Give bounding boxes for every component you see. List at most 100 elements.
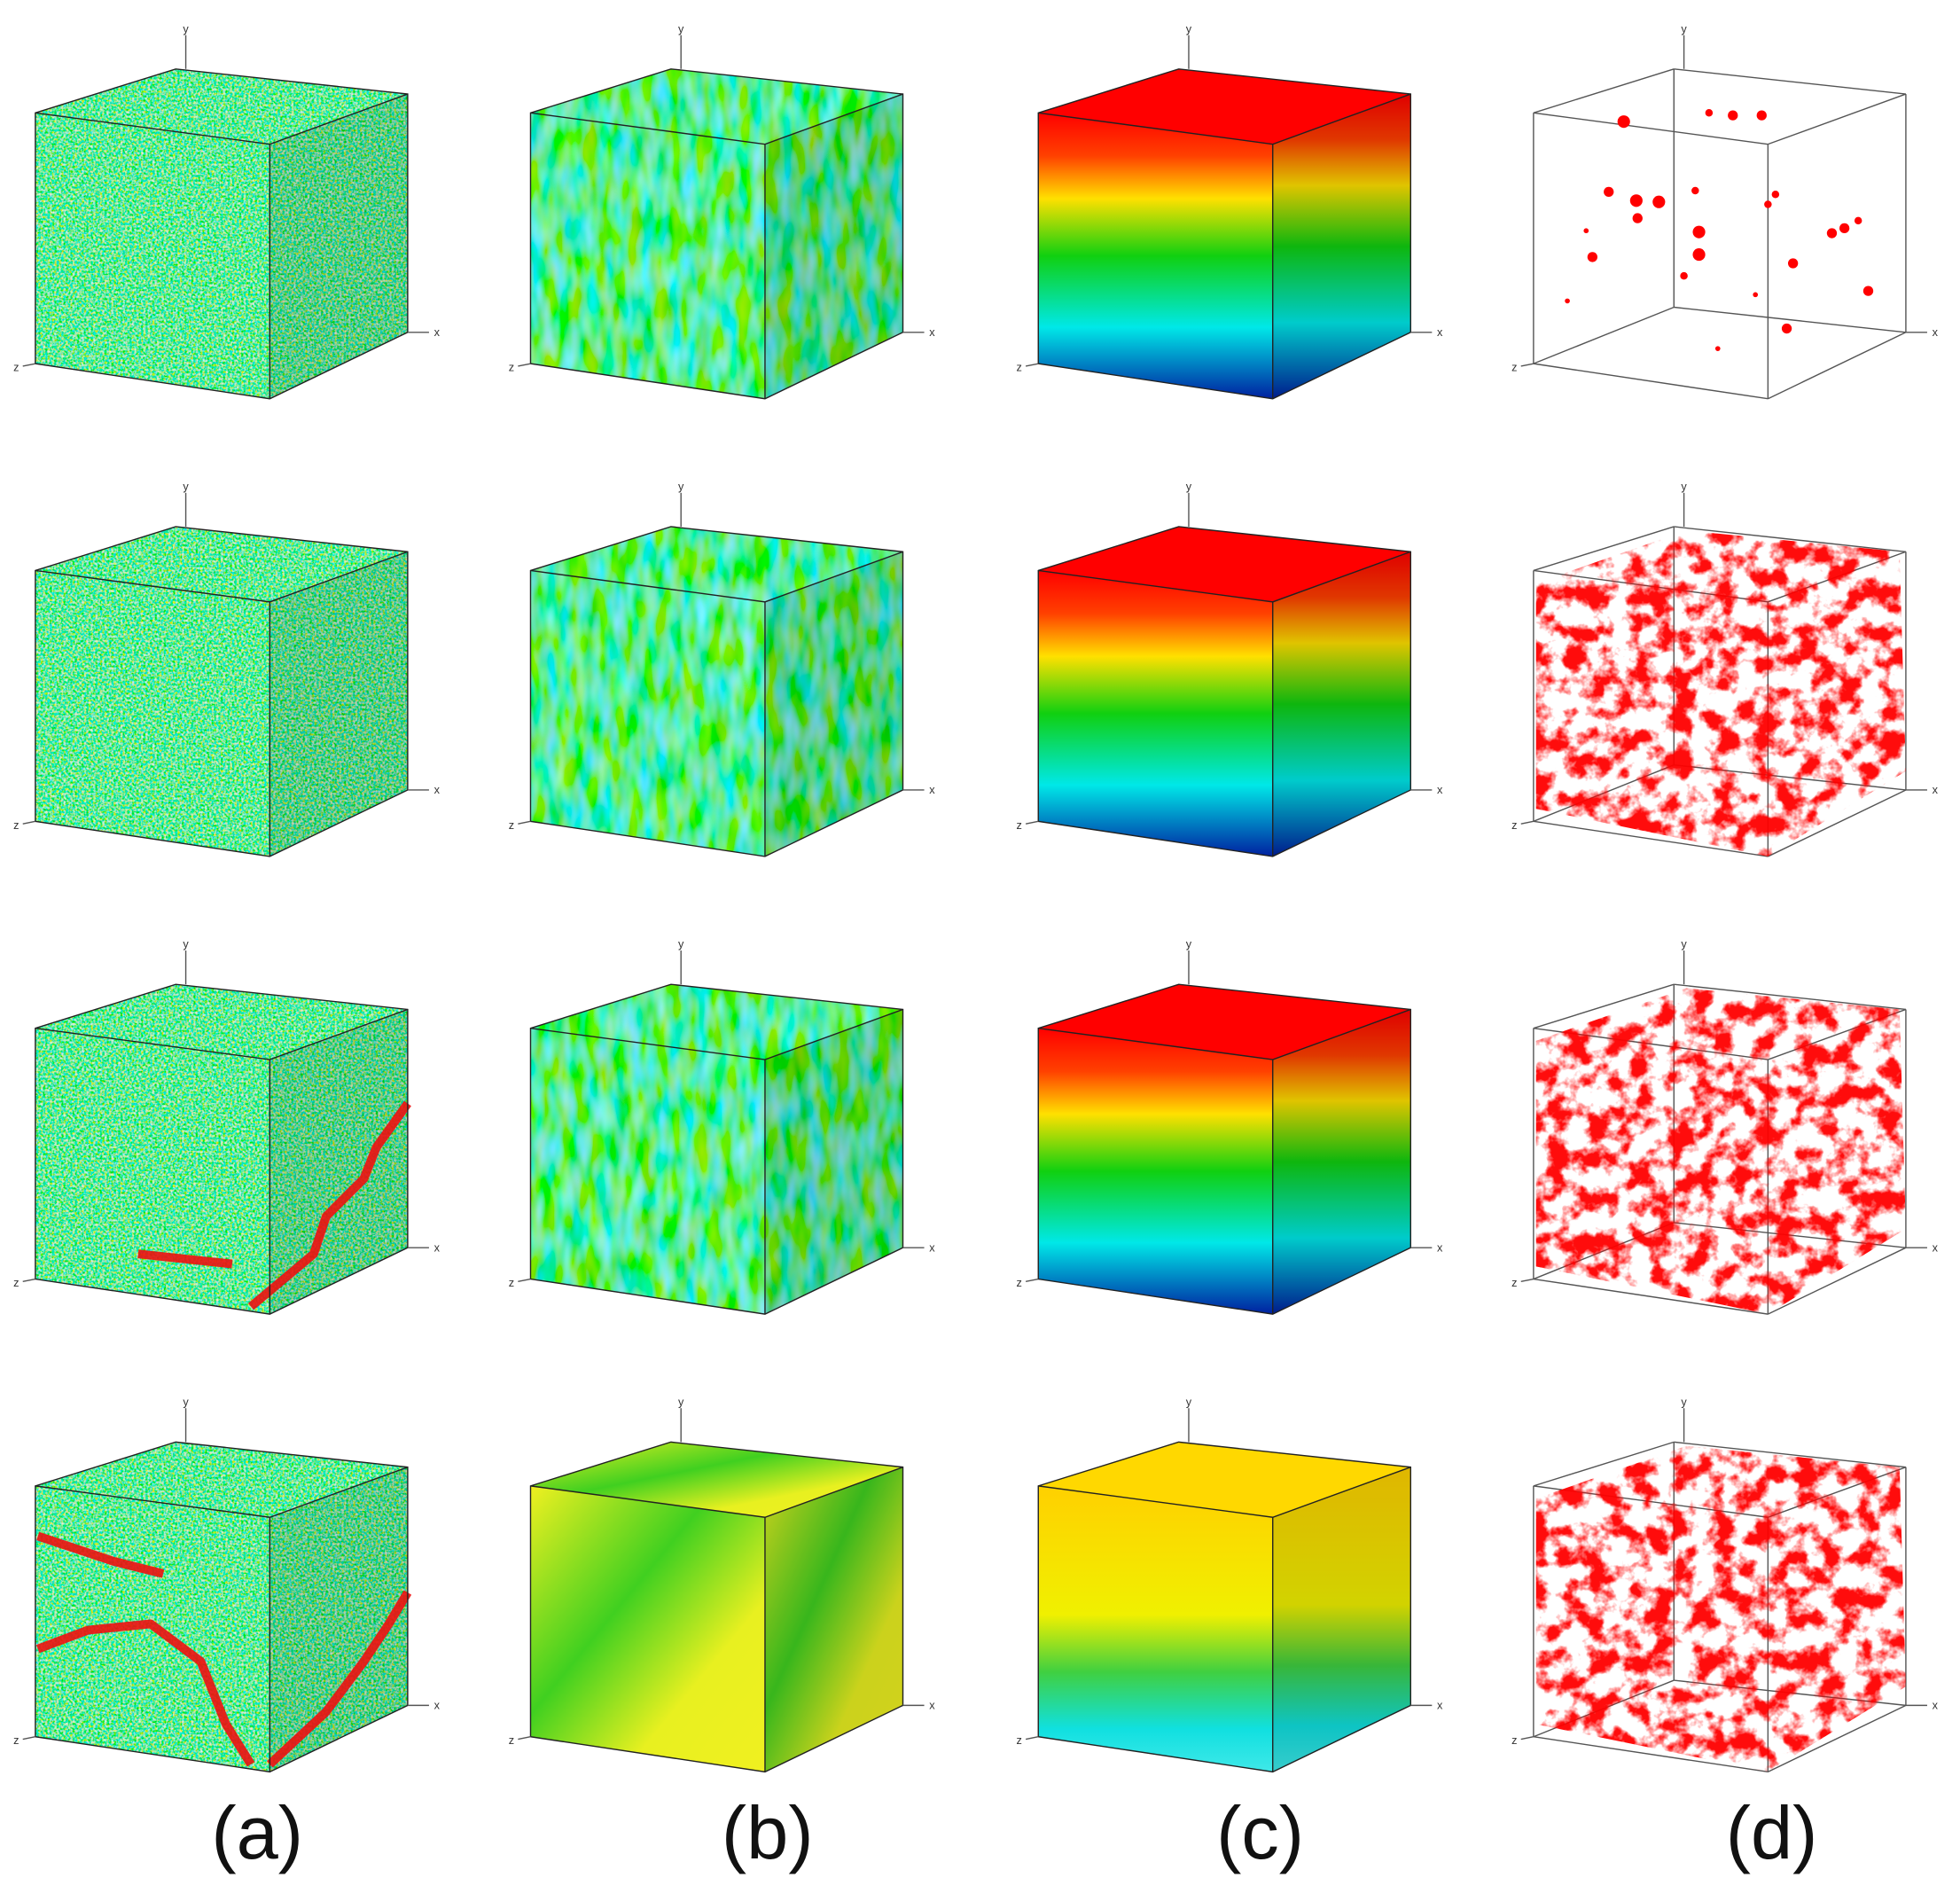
axis-line: [22, 820, 36, 825]
particle: [1764, 200, 1772, 208]
panel-label: (b): [722, 1790, 814, 1874]
particle: [1728, 110, 1738, 121]
top-face: [530, 68, 903, 145]
cube-edge: [1533, 363, 1769, 400]
particle: [1705, 109, 1714, 117]
cube-edge: [1533, 526, 1675, 572]
front-face: [530, 113, 765, 399]
cube: y x z: [13, 1395, 441, 1773]
front-face: [1038, 1028, 1273, 1315]
axis-line: [1520, 1278, 1534, 1283]
shade: [269, 1009, 408, 1315]
cube-edge: [1533, 983, 1675, 1029]
axis-label: y: [1681, 937, 1687, 950]
particle: [1587, 252, 1598, 262]
shade: [764, 552, 903, 857]
shade: [764, 94, 903, 399]
shade: [269, 94, 408, 399]
front-face: [1038, 113, 1273, 399]
front-face: [35, 113, 270, 399]
axis-label: x: [1437, 783, 1443, 796]
cube: y x z: [13, 480, 441, 857]
axis-label: z: [1511, 818, 1517, 832]
cube: y x z: [1511, 22, 1939, 400]
axis-line: [518, 1736, 531, 1741]
right-face: [764, 1009, 903, 1315]
axis-label: y: [1186, 22, 1192, 35]
axis-label: x: [1437, 325, 1443, 339]
cube: y x z: [1017, 1395, 1443, 1773]
cube-edge: [1674, 306, 1906, 333]
cube-edge: [1768, 1247, 1907, 1315]
cube: y x z: [1017, 22, 1443, 400]
particle: [1565, 298, 1570, 304]
cube-edge: [1674, 983, 1906, 1011]
axis-line: [1025, 363, 1039, 367]
crack: [137, 1249, 233, 1269]
axis-label: z: [1511, 1276, 1517, 1289]
axis-label: z: [509, 1733, 514, 1747]
axis-label: z: [13, 1276, 19, 1289]
top-face: [1038, 1442, 1411, 1518]
axis-label: y: [1186, 937, 1192, 950]
axis-label: x: [434, 325, 441, 339]
axis-line: [1520, 363, 1534, 367]
cube-edge: [1674, 526, 1906, 552]
axis-label: x: [434, 1699, 441, 1712]
particle: [1756, 110, 1767, 121]
axis-line: [1520, 1736, 1534, 1741]
cube-edge: [1674, 1441, 1906, 1468]
right-face: [1272, 1009, 1411, 1315]
axis-label: x: [929, 783, 935, 796]
particle: [1691, 186, 1699, 195]
front-face: [530, 1485, 765, 1772]
cube: y x z: [13, 22, 441, 400]
front-face: [1038, 570, 1273, 857]
shade: [1272, 1009, 1411, 1315]
top-face: [35, 526, 408, 602]
axis-label: z: [1511, 361, 1517, 374]
particle: [1826, 228, 1838, 239]
right-face: [269, 552, 408, 857]
axis-label: y: [183, 22, 189, 35]
axis-label: z: [1017, 818, 1022, 832]
damage-cloud: [1535, 988, 1906, 1315]
cube: y x z: [509, 22, 935, 400]
axis-label: x: [1933, 1699, 1939, 1712]
axis-line: [1025, 1278, 1039, 1283]
particle: [1629, 194, 1643, 207]
axis-label: z: [13, 818, 19, 832]
cube-edge: [1768, 789, 1907, 857]
axis-label: y: [1681, 1395, 1687, 1408]
front-face: [530, 1028, 765, 1315]
damage-cloud: [1535, 1445, 1906, 1772]
particle: [1632, 213, 1643, 223]
crack: [247, 1100, 411, 1310]
cube-edge: [1533, 306, 1675, 364]
panel-label: (d): [1726, 1790, 1818, 1874]
front-face: [530, 570, 765, 857]
axis-label: y: [1681, 22, 1687, 35]
axis-label: y: [678, 22, 684, 35]
axis-label: y: [1186, 480, 1192, 493]
front-face: [1038, 1485, 1273, 1772]
axis-label: z: [13, 361, 19, 374]
crack: [35, 1619, 255, 1767]
shade: [1272, 552, 1411, 857]
axis-label: z: [509, 818, 514, 832]
shade: [1272, 94, 1411, 399]
cube-edge: [1533, 68, 1675, 113]
cube: y x z: [1511, 480, 1939, 857]
axis-label: x: [434, 783, 441, 796]
cube-edge: [1533, 112, 1769, 145]
axis-label: y: [1186, 1395, 1192, 1408]
particle: [1604, 186, 1614, 198]
crack: [266, 1590, 412, 1768]
particle: [1854, 216, 1862, 225]
cube-edge: [1768, 93, 1907, 145]
top-face: [530, 984, 903, 1060]
axis-label: z: [1017, 1733, 1022, 1747]
cube-edge: [1533, 820, 1769, 857]
